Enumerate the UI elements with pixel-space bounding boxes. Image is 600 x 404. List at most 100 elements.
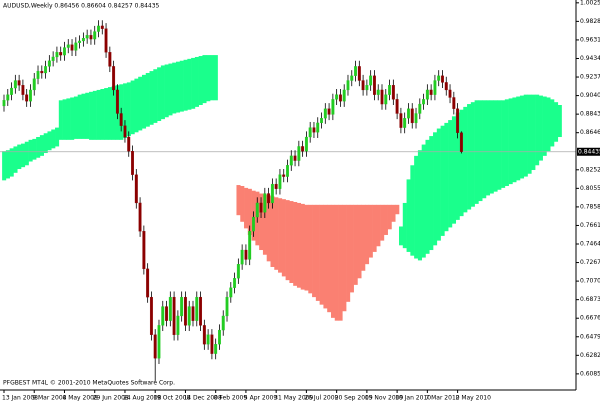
candle-body	[391, 85, 395, 100]
cloud-segment	[66, 98, 71, 140]
cloud-segment	[92, 90, 97, 140]
footer: PFGBEST MT4L © 2001-2010 MetaQuotes Soft…	[3, 380, 175, 387]
cloud-segment	[194, 56, 199, 107]
candle-body	[6, 94, 10, 101]
candle-body	[63, 47, 66, 56]
cloud-segment	[501, 100, 506, 188]
cloud-segment	[296, 202, 302, 288]
cloud-segment	[338, 204, 343, 321]
plot-area	[0, 20, 576, 381]
cloud-segment	[247, 188, 252, 235]
candle-body	[13, 80, 17, 89]
cloud-segment	[145, 72, 150, 127]
cloud-segment	[70, 97, 75, 140]
candle-body	[233, 278, 237, 288]
cloud-segment	[410, 165, 415, 256]
cloud-segment	[210, 55, 215, 101]
candle-body	[180, 296, 184, 317]
candle-body	[289, 155, 293, 166]
cloud-segment	[342, 204, 347, 312]
cloud-segment	[417, 150, 422, 261]
candle-body	[218, 329, 221, 345]
cloud-segment	[5, 150, 10, 179]
candle-body	[365, 85, 369, 91]
cloud-segment	[357, 204, 362, 279]
candle-body	[168, 296, 172, 321]
candle-body	[422, 99, 426, 105]
cloud-segment	[512, 97, 517, 183]
candle-body	[66, 44, 70, 48]
cloud-segment	[478, 100, 483, 202]
x-tick-label: 19 Oct 2008	[153, 395, 190, 402]
candle-body	[89, 35, 93, 40]
candle-body	[183, 296, 187, 326]
cloud-segment	[433, 132, 438, 246]
candle-body	[32, 78, 36, 91]
cloud-segment	[36, 137, 41, 158]
candle-body	[104, 28, 108, 53]
cloud-segment	[179, 60, 184, 112]
cloud-segment	[553, 102, 559, 142]
cloud-segment	[391, 204, 396, 222]
cloud-segment	[168, 63, 173, 116]
price-box	[577, 147, 600, 156]
candle-body	[410, 108, 414, 124]
cloud-segment	[62, 99, 67, 140]
chart-title: AUDUSD,Weekly 0.86456 0.86604 0.84257 0.…	[3, 3, 160, 10]
candle-body	[29, 89, 32, 102]
cloud-segment	[527, 94, 532, 174]
candle-body	[308, 127, 312, 138]
candle-body	[297, 146, 301, 161]
candle-body	[293, 155, 297, 161]
candle-body	[335, 94, 339, 100]
cloud-segment	[81, 93, 86, 139]
cloud-segment	[191, 57, 196, 109]
cloud-segment	[523, 94, 528, 177]
cloud-segment	[289, 201, 294, 283]
candle-body	[176, 315, 180, 335]
cloud-segment	[32, 138, 37, 160]
cloud-segment	[463, 106, 468, 213]
candle-body	[10, 87, 14, 95]
candle-body	[146, 268, 150, 298]
candle-body	[346, 80, 350, 91]
candle-body	[225, 296, 229, 317]
cloud-segment	[542, 96, 547, 156]
cloud-segment	[429, 136, 434, 251]
cloud-segment	[183, 59, 188, 111]
cloud-segment	[111, 86, 116, 140]
cloud-segment	[546, 97, 551, 152]
x-tick-label: 13 Jan 2008	[2, 395, 38, 402]
candle-body	[267, 193, 271, 204]
candle-body	[403, 118, 407, 128]
candle-body	[74, 42, 78, 51]
candle-body	[282, 174, 286, 177]
cloud-segment	[293, 202, 298, 286]
candle-body	[40, 70, 44, 74]
cloud-segment	[440, 125, 445, 236]
candle-body	[206, 334, 210, 345]
cloud-segment	[451, 116, 457, 224]
cloud-segment	[89, 91, 94, 140]
cloud-segment	[402, 202, 407, 249]
cloud-segment	[459, 109, 464, 217]
x-tick-label: 9 Mar 2008	[32, 395, 66, 402]
candle-body	[214, 344, 218, 354]
candle-body	[97, 25, 100, 32]
candle-body	[108, 52, 112, 67]
cloud-segment	[9, 148, 14, 177]
x-tick-label: 15 Nov 2009	[365, 395, 404, 402]
candle-body	[259, 202, 263, 213]
cloud-segment	[285, 200, 290, 281]
cloud-segment	[485, 100, 491, 196]
cloud-segment	[270, 196, 275, 267]
candle-body	[134, 174, 138, 204]
cloud-segment	[138, 76, 143, 131]
cloud-segment	[353, 204, 358, 285]
